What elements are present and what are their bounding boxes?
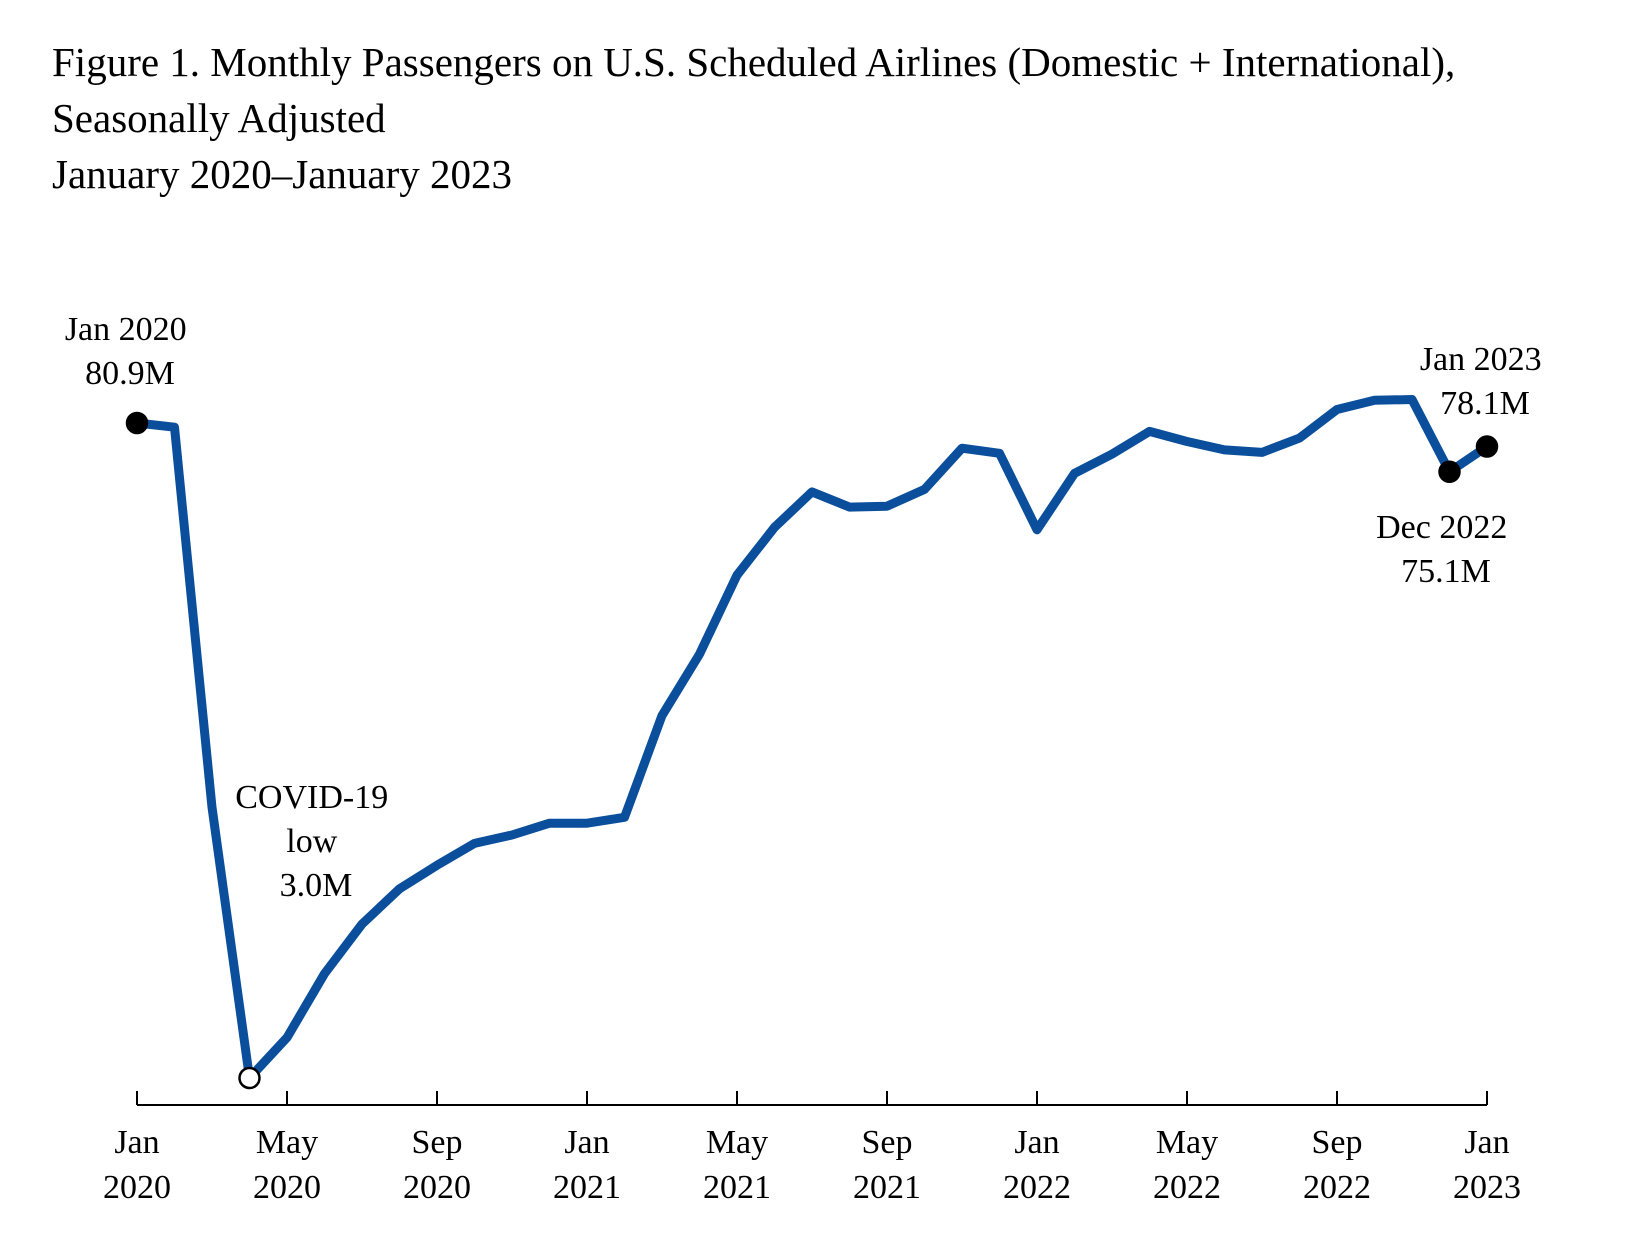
- marker-open: [238, 1066, 261, 1090]
- x-tick-label: Sep 2022: [1303, 1124, 1371, 1206]
- x-tick-label: Jan 2021: [553, 1124, 621, 1206]
- x-tick-label-month: May: [1156, 1124, 1218, 1161]
- x-tick-label-year: 2021: [553, 1169, 621, 1206]
- x-tick-label-month: May: [706, 1124, 768, 1161]
- annotation-start-line: 80.9M: [85, 355, 175, 392]
- annotation-dec-2022: Dec 2022 75.1M: [1376, 509, 1516, 590]
- x-tick-label: Jan 2022: [1003, 1124, 1071, 1206]
- x-tick-label-year: 2021: [703, 1169, 771, 1206]
- chart-title: Figure 1. Monthly Passengers on U.S. Sch…: [52, 34, 1632, 202]
- annotation-start-line: Jan 2020: [65, 311, 187, 348]
- x-tick-label-month: Sep: [862, 1124, 913, 1161]
- annotation-end-line: Jan 2023: [1420, 341, 1542, 378]
- x-tick-label-month: Jan: [564, 1124, 609, 1161]
- marker-filled: [1475, 435, 1499, 458]
- annotation-covid-low-line: low: [286, 823, 337, 860]
- annotation-layer: Jan 2020 80.9M COVID-19 low 3.0M Dec 202…: [65, 311, 1550, 904]
- x-tick-label: Sep 2021: [853, 1124, 921, 1206]
- x-tick-label: May 2020: [253, 1124, 321, 1206]
- marker-filled: [1438, 460, 1461, 484]
- annotation-end: Jan 2023 78.1M: [1420, 341, 1550, 422]
- x-tick-label-month: Sep: [412, 1124, 463, 1161]
- x-tick-label-year: 2020: [253, 1169, 321, 1206]
- chart-title-line-2: Seasonally Adjusted: [52, 95, 386, 141]
- x-tick-label: May 2022: [1153, 1124, 1221, 1206]
- annotation-start: Jan 2020 80.9M: [65, 311, 195, 392]
- annotation-covid-low: COVID-19 low 3.0M: [235, 779, 396, 904]
- x-tick-label: Sep 2020: [403, 1124, 471, 1206]
- series-layer: [132, 395, 1492, 1083]
- x-tick-label-month: May: [256, 1124, 318, 1161]
- series-line-passengers: [132, 395, 1492, 1083]
- x-tick-label-month: Jan: [1464, 1124, 1509, 1161]
- x-tick-label-month: Jan: [1014, 1124, 1059, 1161]
- x-tick-label-month: Sep: [1312, 1124, 1363, 1161]
- x-tick-label-year: 2022: [1003, 1169, 1071, 1206]
- x-tick-label-year: 2020: [403, 1169, 471, 1206]
- x-tick-label: Jan 2020: [103, 1124, 171, 1206]
- marker-filled: [125, 411, 149, 435]
- chart-title-line-1: Figure 1. Monthly Passengers on U.S. Sch…: [52, 39, 1456, 85]
- x-tick-label-year: 2022: [1153, 1169, 1221, 1206]
- x-tick-label-year: 2020: [103, 1169, 171, 1206]
- annotation-dec-2022-line: Dec 2022: [1376, 509, 1507, 546]
- x-tick-label: May 2021: [703, 1124, 771, 1206]
- annotation-covid-low-line: COVID-19: [235, 779, 388, 816]
- annotation-dec-2022-line: 75.1M: [1401, 553, 1491, 590]
- marker-layer: [125, 411, 1499, 1090]
- x-tick-label-month: Jan: [114, 1124, 159, 1161]
- chart-title-line-3: January 2020–January 2023: [52, 151, 513, 197]
- x-axis: Jan 2020 May 2020 Sep 2020 Jan 2021 May 2021 Sep 20…: [103, 1091, 1521, 1206]
- annotation-covid-low-line: 3.0M: [280, 867, 353, 904]
- x-tick-label-year: 2021: [853, 1169, 921, 1206]
- x-tick-label-year: 2022: [1303, 1169, 1371, 1206]
- x-tick-label: Jan 2023: [1453, 1124, 1521, 1206]
- annotation-end-line: 78.1M: [1440, 385, 1530, 422]
- x-tick-label-year: 2023: [1453, 1169, 1521, 1206]
